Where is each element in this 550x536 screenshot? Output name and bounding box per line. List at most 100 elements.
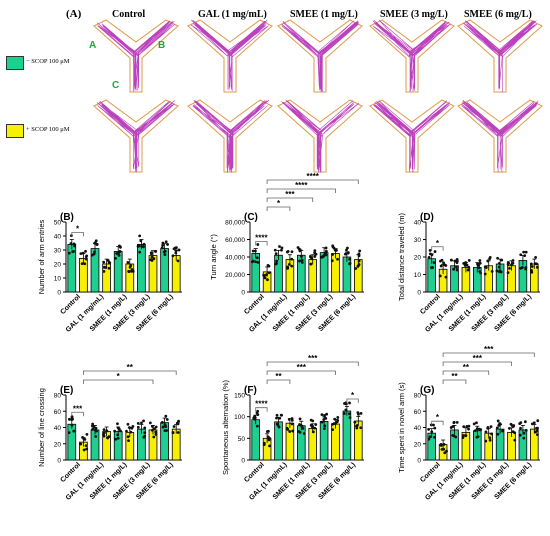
data-point — [519, 253, 523, 257]
data-point — [79, 442, 83, 446]
data-point — [358, 249, 362, 253]
data-point — [254, 260, 257, 264]
data-point — [164, 240, 168, 244]
data-point — [161, 243, 165, 247]
bar — [67, 423, 77, 461]
x-tick-label: Control — [59, 293, 82, 316]
data-point — [148, 421, 152, 425]
y-tick-label: 100 — [234, 414, 245, 421]
data-point — [102, 434, 106, 438]
data-point — [139, 239, 143, 243]
data-point — [428, 248, 432, 252]
data-point — [463, 264, 467, 267]
data-point — [149, 252, 153, 256]
data-point — [67, 417, 71, 421]
data-point — [343, 252, 347, 256]
y-tick-label: 40 — [54, 425, 62, 432]
data-point — [486, 259, 490, 263]
data-point — [343, 402, 346, 405]
data-point — [300, 255, 303, 258]
data-point — [439, 264, 443, 268]
data-point — [70, 423, 74, 427]
data-point — [440, 258, 444, 262]
data-point — [114, 437, 118, 441]
data-point — [92, 252, 96, 256]
significance-bracket — [255, 241, 268, 246]
data-point — [285, 250, 289, 254]
data-point — [67, 431, 71, 435]
data-point — [333, 417, 337, 421]
data-point — [331, 244, 335, 248]
data-point — [519, 426, 522, 430]
data-point — [427, 437, 431, 441]
data-point — [262, 443, 266, 446]
data-point — [82, 437, 86, 441]
panel-letter: (G) — [420, 385, 434, 396]
data-point — [83, 262, 87, 266]
column-header-gal: GAL (1 mg/mL) — [198, 9, 267, 20]
data-point — [490, 432, 494, 436]
data-point — [91, 427, 94, 431]
data-point — [129, 269, 133, 273]
data-point — [117, 253, 121, 257]
data-point — [323, 414, 326, 417]
data-point — [455, 257, 459, 261]
data-point — [300, 258, 304, 262]
data-point — [275, 422, 279, 426]
data-point — [70, 418, 74, 422]
data-point — [433, 426, 437, 430]
data-point — [140, 421, 143, 425]
data-point — [311, 419, 315, 423]
data-point — [534, 262, 538, 266]
data-point — [288, 430, 292, 433]
y-tick-label: 30 — [414, 237, 422, 244]
data-point — [488, 436, 492, 440]
data-point — [513, 438, 517, 442]
data-point — [508, 266, 511, 270]
data-point — [298, 259, 301, 263]
y-axis-label: Number of line crossing — [37, 388, 46, 467]
y-tick-label: 0 — [417, 458, 421, 465]
data-point — [324, 249, 328, 253]
data-point — [488, 438, 492, 442]
data-point — [331, 428, 335, 432]
legend-plus-label: + SCOP 100 μM — [26, 126, 70, 133]
data-point — [534, 256, 538, 259]
data-point — [452, 420, 456, 424]
y-axis-label: Spontaneous alternation (%) — [221, 379, 230, 475]
significance-bracket — [266, 361, 359, 366]
data-point — [449, 258, 453, 262]
data-point — [137, 244, 141, 248]
data-point — [477, 264, 481, 267]
data-point — [427, 428, 431, 431]
data-point — [126, 261, 130, 264]
data-point — [176, 431, 180, 434]
data-point — [322, 427, 326, 431]
data-point — [102, 431, 106, 435]
significance-label: * — [277, 199, 281, 208]
data-point — [496, 256, 500, 260]
data-point — [320, 255, 323, 259]
data-point — [268, 444, 271, 448]
data-point — [430, 253, 434, 257]
y-tick-label: 50 — [54, 220, 62, 227]
data-point — [298, 417, 302, 421]
data-point — [150, 428, 154, 432]
data-point — [302, 432, 306, 435]
maze-track-image — [457, 99, 543, 173]
data-point — [464, 261, 468, 264]
data-point — [275, 259, 279, 263]
data-point — [69, 242, 73, 245]
data-point — [430, 430, 434, 434]
legend-minus-swatch — [6, 56, 24, 70]
data-point — [131, 424, 135, 428]
y-tick-label: 40 — [414, 220, 422, 227]
significance-bracket — [431, 420, 444, 426]
data-point — [490, 270, 494, 273]
data-point — [72, 242, 76, 246]
x-tick-label: Control — [59, 461, 82, 484]
data-point — [291, 429, 295, 433]
data-point — [330, 259, 334, 263]
data-point — [428, 435, 432, 439]
